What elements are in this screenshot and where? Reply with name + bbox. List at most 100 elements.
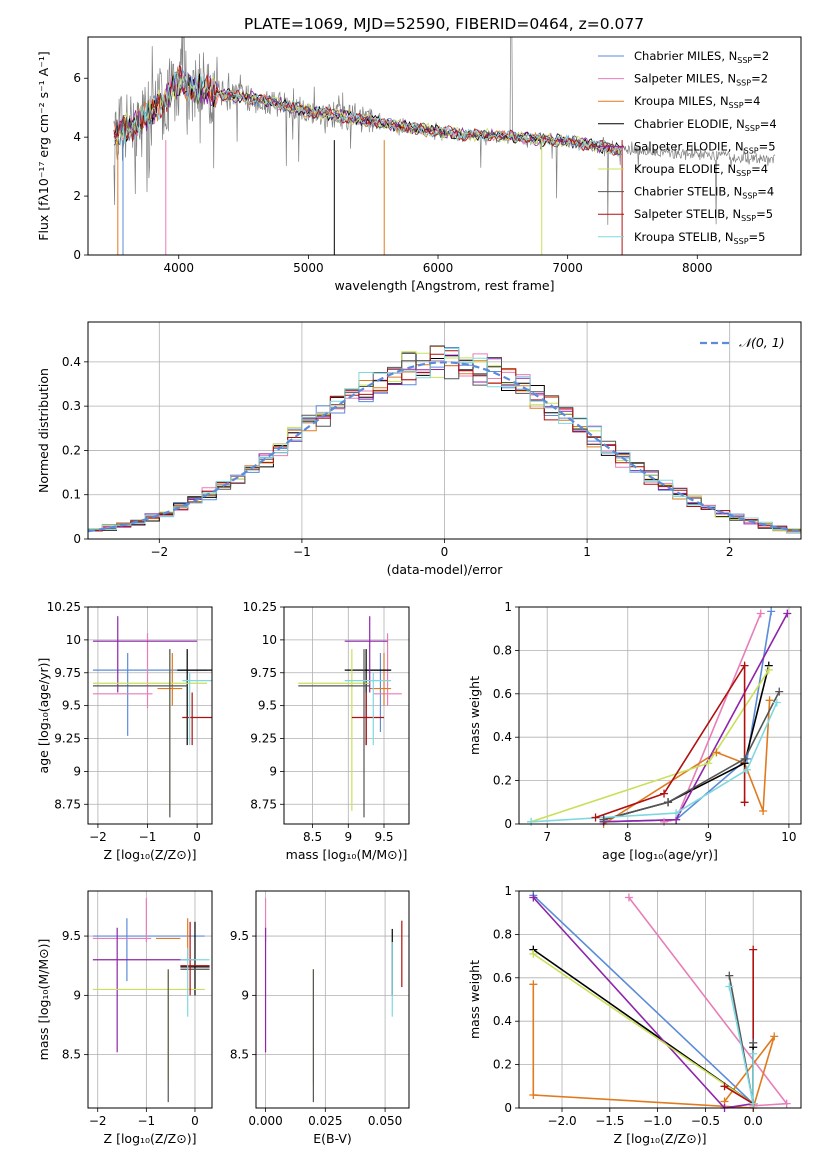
age-vs-mass-ytick-label: 10.25 [243,600,277,614]
weight-vs-age-point-marker [664,798,673,807]
legend-label: Salpeter ELODIE, NSSP=5 [634,139,776,155]
age-vs-mass-ytick-label: 9 [269,764,277,778]
mass-vs-z-frame [87,890,213,1109]
spectrum-xtick-label: 6000 [423,261,454,275]
legend-value: =4 [744,94,761,108]
weight-vs-age-point-marker [767,607,776,616]
legend-value: =5 [756,207,773,221]
age-vs-z-ytick-label: 10.25 [47,600,81,614]
legend-subscript: SSP [741,214,756,223]
weight-vs-age-xlabel: age [log₁₀(age/yr)] [602,847,718,862]
weight-vs-age-series-line [603,613,789,823]
age-vs-z-ytick-label: 10 [66,633,81,647]
reference-legend-label: 𝒩(0, 1) [739,335,785,350]
spectrum-xtick-label: 8000 [682,261,713,275]
weight-vs-age-plot-area [519,607,801,824]
spectrum-ylabel: Flux [fλ10⁻¹⁷ erg cm⁻² s⁻¹ A⁻¹] [36,51,51,240]
weight-vs-age-point-marker [775,687,784,696]
normal-reference-curve [88,361,801,533]
mass-vs-z-xtick-label: −1 [138,1114,156,1128]
residuals-ytick-label: 0.3 [62,399,81,413]
age-vs-mass-frame [283,606,410,825]
weight-vs-age-point-marker [704,759,713,768]
legend-subscript: SSP [736,79,751,88]
age-vs-z-ytick-label: 9.75 [54,666,81,680]
age-vs-z-xtick-label: −2 [89,830,107,844]
age-vs-mass-ytick-label: 9.75 [250,666,277,680]
age-vs-mass-ytick-label: 10 [262,633,277,647]
legend-subscript: SSP [745,124,760,133]
age-vs-mass-axes: 8.5 9 9.5 8.75 9 9.25 9.5 9.75 10 10.25 mass [log₁… [243,600,410,862]
legend-value: =4 [760,117,777,131]
mass-vs-z-ylabel: mass [log₁₀(M/M⊙)] [36,939,51,1061]
weight-vs-age-axes: 7 8 9 10 0 0.2 0.4 0.6 0.8 1 age [log₁₀(age/yr)] ma… [467,600,802,862]
mass-vs-z-ytick-label: 9.5 [62,929,81,943]
mass-vs-ebv-xtick-label: 0.000 [248,1114,282,1128]
residuals-ytick-label: 0 [73,532,81,546]
weight-vs-z-xtick-label: 0.0 [744,1114,763,1128]
legend-label: Chabrier MILES, NSSP=2 [634,49,769,65]
weight-vs-z-point-marker [770,1032,779,1041]
legend-label: Chabrier ELODIE, NSSP=4 [634,117,777,133]
mass-vs-ebv-xlabel: E(B-V) [313,1131,352,1146]
spectrum-xtick-label: 4000 [163,261,194,275]
weight-vs-age-series-line [595,662,746,819]
legend-subscript: SSP [742,192,757,201]
weight-vs-age-point-marker [672,809,681,818]
mass-vs-z-plot-area [88,891,212,1108]
weight-vs-age-point-marker [765,696,774,705]
residuals-xtick-label: −2 [150,545,168,559]
age-vs-z-ytick-label: 8.75 [54,797,81,811]
age-vs-mass-ytick-label: 8.75 [250,797,277,811]
spectrum-xtick-label: 5000 [293,261,324,275]
age-vs-mass-xtick-label: 9.5 [374,830,393,844]
legend-label: Kroupa STELIB, NSSP=5 [634,230,765,246]
legend-subscript: SSP [734,237,749,246]
weight-vs-z-point-marker [624,893,633,902]
residuals-xtick-label: 0 [441,545,449,559]
weight-vs-age-point-marker [764,665,773,674]
weight-vs-age-point-marker [743,765,752,774]
spectrum-ytick-label: 2 [73,189,81,203]
weight-vs-age-frame [518,606,802,825]
spectrum-model-line [113,71,622,155]
mass-vs-ebv-plot-area [256,891,409,1108]
mass-vs-ebv-xtick-label: 0.050 [368,1114,402,1128]
residuals-ytick-label: 0.1 [62,488,81,502]
mass-vs-ebv-ytick-label: 9.5 [230,929,249,943]
age-vs-mass-plot-area [284,607,409,824]
weight-vs-z-series-line [532,896,754,1108]
weight-vs-z-point-marker [749,945,758,954]
weight-vs-z-xtick-label: −1.0 [643,1114,672,1128]
weight-vs-age-point-marker [740,661,749,670]
weight-vs-z-point-marker [725,982,734,991]
weight-vs-z-series-line [532,953,754,1105]
residuals-xlabel: (data-model)/error [387,562,504,577]
legend-subscript: SSP [729,101,744,110]
weight-vs-z-xtick-label: −0.5 [691,1114,720,1128]
mass-vs-ebv-frame [255,890,410,1109]
weight-vs-z-series-line [532,894,755,1106]
age-vs-z-xlabel: Z [log₁₀(Z/Z⊙)] [104,847,197,862]
weight-vs-age-xtick-label: 8 [624,830,632,844]
weight-vs-z-ytick-label: 0.4 [493,1014,512,1028]
residuals-xtick-label: 2 [726,545,734,559]
spectrum-model-line [113,66,622,156]
weight-vs-z-axes: −2.0 −1.5 −1.0 −0.5 0.0 0 0.2 0.4 0.6 0.8 1 Z [log₁… [467,884,802,1146]
weight-vs-age-point-marker [759,806,768,815]
weight-vs-age-ylabel: mass weight [467,676,482,755]
weight-vs-z-ytick-label: 1 [504,884,512,898]
age-vs-mass-xlabel: mass [log₁₀(M/M⊙)] [286,847,408,862]
age-vs-z-xtick-label: −1 [139,830,157,844]
weight-vs-age-point-marker [740,798,749,807]
residuals-ylabel: Normed distribution [36,368,51,493]
weight-vs-z-point-marker [529,893,538,902]
age-vs-mass-ytick-label: 9.25 [250,732,277,746]
weight-vs-age-point-marker [712,748,721,757]
weight-vs-z-frame [518,890,802,1109]
weight-vs-age-point-marker [599,815,608,824]
weight-vs-age-ytick-label: 0.2 [493,774,512,788]
legend-label: Chabrier STELIB, NSSP=4 [634,185,774,201]
weight-vs-age-ytick-label: 0.4 [493,730,512,744]
weight-vs-z-ytick-label: 0.6 [493,971,512,985]
